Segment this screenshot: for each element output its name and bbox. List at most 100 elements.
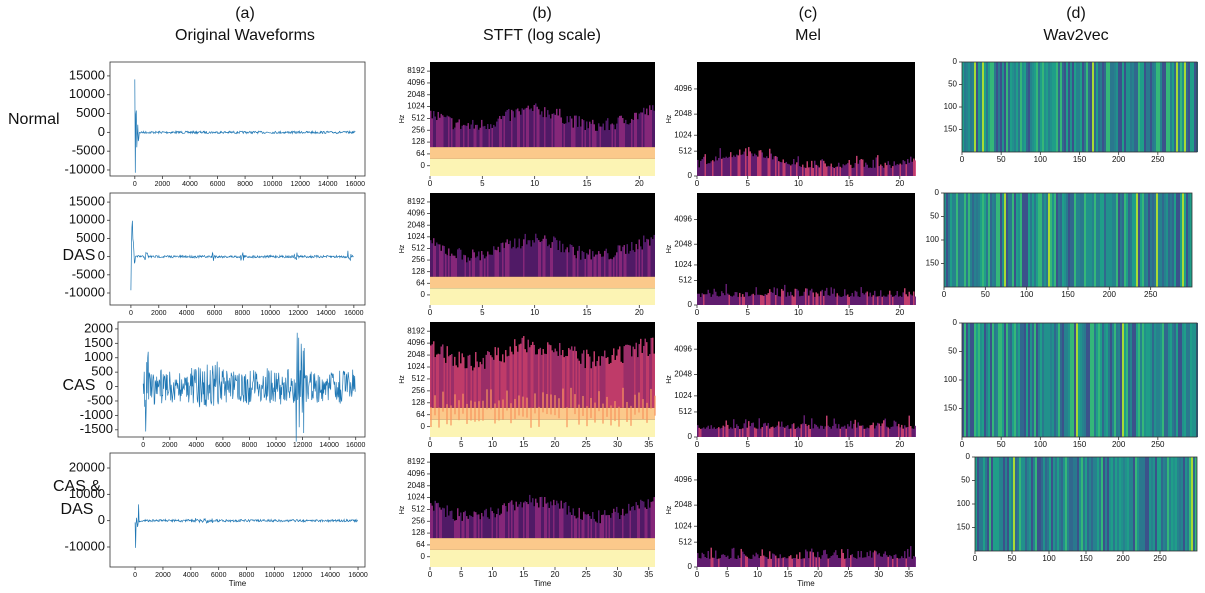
spectral-energy bbox=[529, 494, 531, 539]
embedding-column bbox=[1134, 193, 1136, 287]
embedding-column bbox=[1050, 323, 1052, 437]
x-tick-label: 30 bbox=[874, 570, 883, 579]
y-tick-label: 1024 bbox=[674, 260, 692, 269]
y-axis-label: Hz bbox=[666, 114, 673, 123]
spectral-energy bbox=[592, 512, 594, 539]
embedding-column bbox=[1188, 323, 1190, 437]
embedding-column bbox=[1105, 457, 1107, 551]
spectral-energy bbox=[709, 428, 711, 437]
spectral-energy bbox=[634, 394, 636, 415]
spectral-energy bbox=[746, 292, 748, 305]
y-tick-label: 128 bbox=[412, 398, 426, 407]
spectral-energy bbox=[871, 296, 873, 305]
embedding-column bbox=[1020, 62, 1022, 152]
spectral-energy bbox=[893, 420, 895, 437]
spectral-energy bbox=[503, 247, 505, 277]
spectral-energy bbox=[832, 293, 834, 305]
embedding-column bbox=[1084, 323, 1086, 437]
spectral-energy bbox=[803, 167, 805, 176]
x-tick-label: 100 bbox=[1034, 155, 1048, 164]
spectral-energy bbox=[586, 406, 588, 427]
embedding-column bbox=[1047, 457, 1049, 551]
spectral-energy bbox=[469, 128, 471, 148]
embedding-column bbox=[1180, 193, 1182, 287]
y-tick-label: 1024 bbox=[407, 493, 425, 502]
embedding-column bbox=[1017, 457, 1019, 551]
spectral-energy bbox=[562, 243, 564, 277]
y-tick-label: 20000 bbox=[69, 459, 105, 474]
spectral-energy bbox=[490, 124, 492, 148]
spectral-energy bbox=[461, 353, 463, 408]
spectral-energy bbox=[772, 292, 774, 305]
embedding-column bbox=[1080, 62, 1082, 152]
embedding-column bbox=[996, 323, 998, 437]
spectral-energy bbox=[740, 154, 742, 176]
spectral-energy bbox=[898, 423, 900, 437]
spectral-energy bbox=[557, 503, 559, 539]
spectral-energy bbox=[488, 352, 490, 408]
spectral-energy bbox=[550, 247, 552, 277]
embedding-column bbox=[1056, 193, 1058, 287]
spectral-energy bbox=[776, 288, 778, 305]
spectral-energy bbox=[793, 159, 795, 176]
spectral-energy bbox=[613, 348, 615, 408]
spectral-energy bbox=[796, 428, 798, 437]
y-tick-label: 0 bbox=[688, 171, 693, 180]
embedding-column bbox=[1188, 62, 1190, 152]
embedding-column bbox=[1135, 457, 1137, 551]
x-tick-label: 150 bbox=[1073, 155, 1087, 164]
embedding-column bbox=[1141, 457, 1143, 551]
spectral-energy bbox=[494, 347, 496, 408]
embedding-column bbox=[980, 323, 982, 437]
x-tick-label: 25 bbox=[582, 440, 591, 449]
y-tick-label: 0 bbox=[953, 57, 958, 66]
spectral-energy bbox=[724, 157, 726, 176]
spectral-energy bbox=[616, 252, 618, 277]
y-tick-label: 512 bbox=[679, 146, 693, 155]
embedding-column bbox=[1030, 323, 1032, 437]
embedding-column bbox=[1130, 323, 1132, 437]
spectral-energy bbox=[823, 160, 825, 176]
embedding-column bbox=[1016, 193, 1018, 287]
embedding-column bbox=[988, 193, 990, 287]
y-tick-label: 2048 bbox=[674, 239, 692, 248]
embedding-column bbox=[1028, 323, 1030, 437]
spectral-energy bbox=[548, 114, 550, 148]
embedding-column bbox=[1100, 62, 1102, 152]
embedding-column bbox=[1009, 457, 1011, 551]
spectral-energy bbox=[527, 339, 529, 408]
spectral-energy bbox=[715, 156, 717, 176]
embedding-column bbox=[1126, 323, 1128, 437]
spectral-energy bbox=[596, 254, 598, 277]
embedding-column bbox=[1010, 323, 1012, 437]
spectral-energy bbox=[575, 115, 577, 148]
spectral-energy bbox=[635, 112, 637, 148]
spectral-energy bbox=[536, 354, 538, 408]
spectral-energy bbox=[716, 295, 718, 305]
spectral-energy bbox=[653, 497, 655, 539]
embedding-column bbox=[1190, 323, 1192, 437]
spectral-energy bbox=[445, 253, 447, 277]
spectral-energy bbox=[826, 166, 828, 176]
embedding-column bbox=[1060, 62, 1062, 152]
spectral-energy bbox=[874, 550, 876, 567]
embedding-column bbox=[1184, 62, 1186, 152]
spectral-energy bbox=[794, 164, 796, 176]
embedding-column bbox=[1069, 457, 1071, 551]
spectral-energy bbox=[700, 558, 702, 567]
spectral-energy bbox=[605, 248, 607, 277]
embedding-column bbox=[1080, 193, 1082, 287]
spectral-energy bbox=[890, 167, 892, 176]
spectral-energy bbox=[431, 344, 433, 408]
spectral-energy bbox=[499, 360, 501, 408]
spectral-energy bbox=[451, 118, 453, 148]
spectral-energy bbox=[887, 556, 889, 567]
spectral-energy bbox=[538, 109, 540, 148]
spectral-energy bbox=[754, 295, 756, 305]
spectral-energy bbox=[496, 121, 498, 148]
embedding-column bbox=[1068, 323, 1070, 437]
spectral-energy bbox=[829, 426, 831, 437]
band bbox=[430, 538, 655, 550]
